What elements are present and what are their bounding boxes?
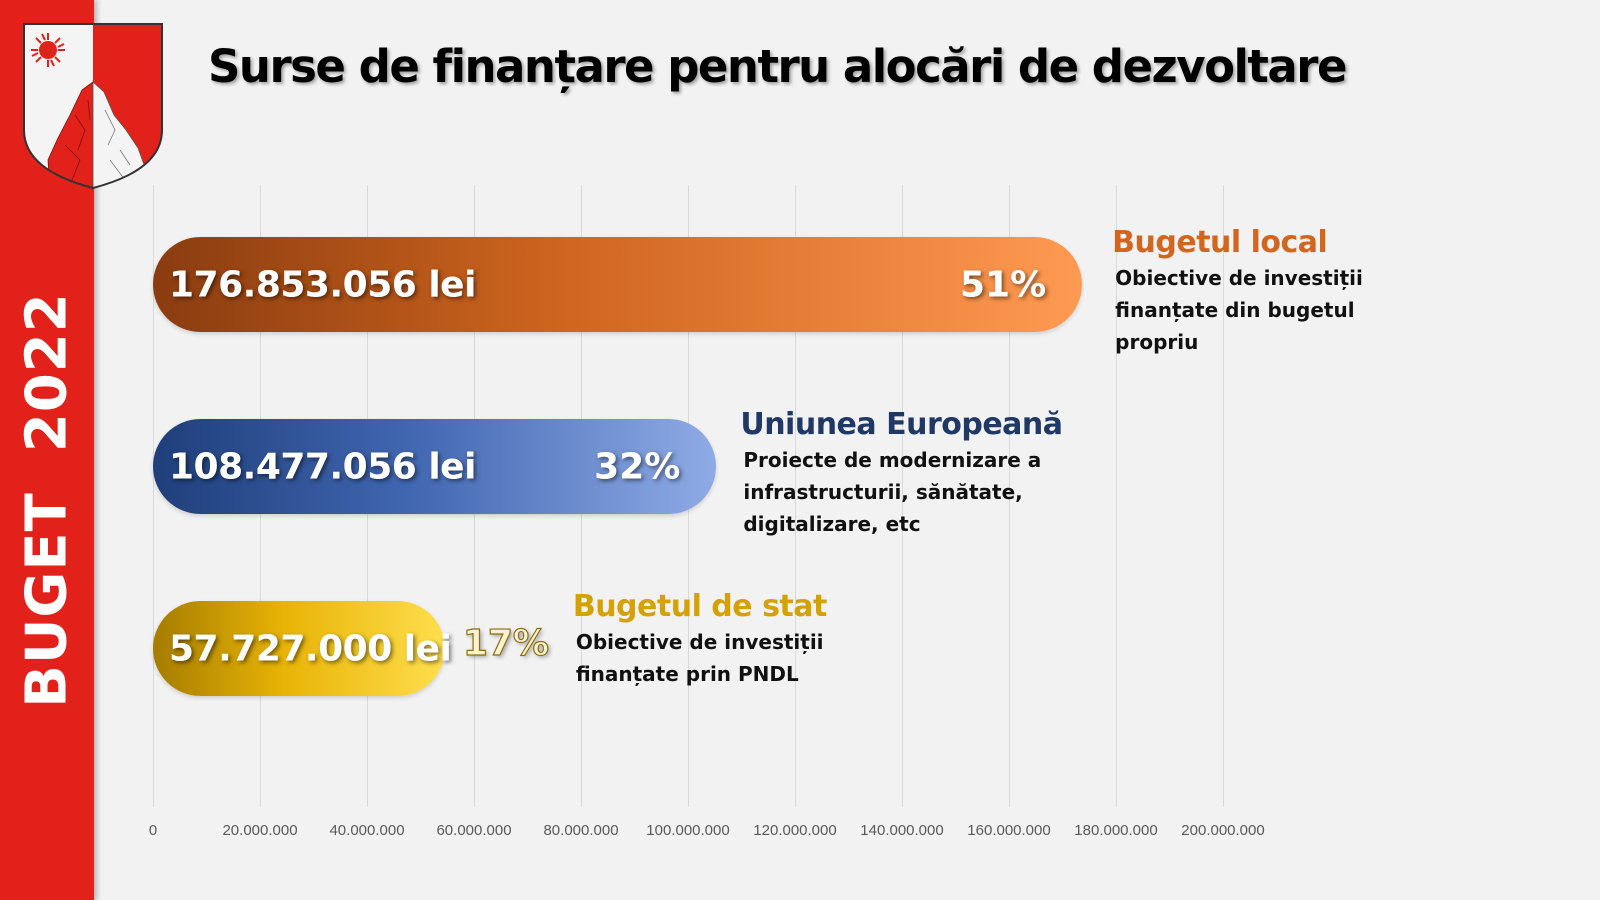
bar-bugetul-de-stat: 57.727.000 lei: [153, 601, 452, 696]
x-tick-label: 200.000.000: [1181, 822, 1265, 839]
category-description-line: Proiecte de modernizare a: [743, 448, 1042, 472]
gridline: [902, 185, 903, 807]
bar-percent-label: 32%: [594, 446, 681, 487]
x-tick-label: 60.000.000: [436, 822, 512, 839]
category-title: Bugetul de stat: [572, 589, 828, 624]
x-tick-label: 120.000.000: [753, 822, 837, 839]
gridline: [1009, 185, 1010, 807]
x-tick-label: 0: [148, 822, 158, 839]
x-tick-label: 180.000.000: [1074, 822, 1158, 839]
category-description-line: finanțate prin PNDL: [575, 662, 799, 686]
bar-value-label: 176.853.056 lei: [169, 264, 476, 305]
bar-bugetul-local: 176.853.056 lei 51%: [153, 237, 1083, 332]
category-description-line: Obiective de investiții: [575, 630, 824, 654]
gridline: [1116, 185, 1117, 807]
bar-percent-label: 51%: [959, 264, 1047, 305]
category-description-line: propriu: [1115, 330, 1199, 354]
category-description: Obiective de investiții finanțate prin PN…: [576, 626, 827, 690]
gridline: [1223, 185, 1224, 807]
gridline: [153, 185, 154, 807]
x-tick-label: 140.000.000: [860, 822, 944, 839]
category-title: Bugetul local: [1112, 225, 1328, 260]
category-description-line: digitalizare, etc: [743, 512, 921, 536]
x-tick-label: 160.000.000: [967, 822, 1051, 839]
category-description: Proiecte de modernizare a infrastructurii…: [743, 444, 1062, 540]
county-coat-of-arms-icon: [23, 23, 163, 190]
bar-percent-label: 17%: [462, 622, 549, 664]
bar-value-label: 57.727.000 lei: [169, 628, 452, 669]
category-description-line: finanțate din bugetul: [1115, 298, 1355, 322]
category-label-block: Bugetul local Obiective de investiții fina…: [1112, 225, 1363, 358]
bar-uniunea-european-: 108.477.056 lei 32%: [153, 419, 717, 514]
category-label-block: Bugetul de stat Obiective de investiții fi…: [572, 589, 828, 690]
page-title: Surse de finanțare pentru alocări de dez…: [208, 40, 1348, 93]
category-description-line: infrastructurii, sănătate,: [743, 480, 1023, 504]
gridline: [795, 185, 796, 807]
x-tick-label: 80.000.000: [543, 822, 619, 839]
x-tick-label: 40.000.000: [329, 822, 405, 839]
bar-value-label: 108.477.056 lei: [169, 446, 476, 487]
category-title: Uniunea Europeană: [740, 407, 1063, 442]
x-tick-label: 100.000.000: [646, 822, 730, 839]
category-label-block: Uniunea Europeană Proiecte de modernizare…: [740, 407, 1063, 540]
category-description-line: Obiective de investiții: [1115, 266, 1363, 290]
x-tick-label: 20.000.000: [222, 822, 298, 839]
category-description: Obiective de investiții finanțate din bug…: [1115, 262, 1363, 358]
